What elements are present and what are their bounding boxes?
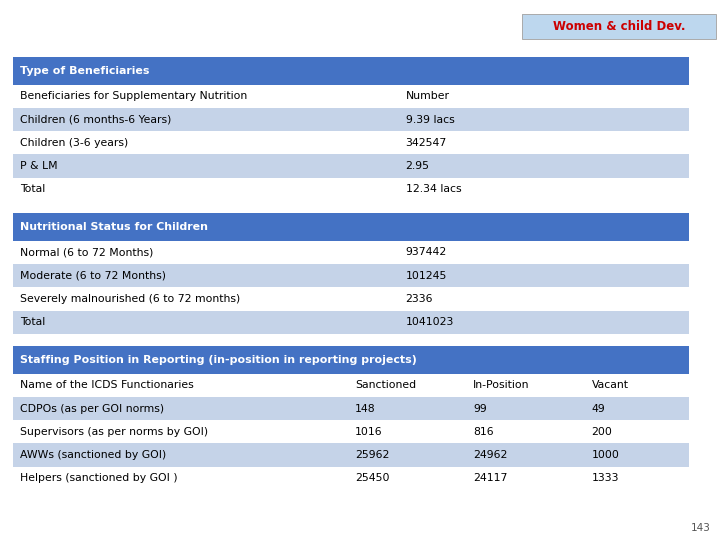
FancyBboxPatch shape xyxy=(13,467,689,490)
Text: 101245: 101245 xyxy=(405,271,447,281)
Text: Severely malnourished (6 to 72 months): Severely malnourished (6 to 72 months) xyxy=(20,294,240,304)
FancyBboxPatch shape xyxy=(13,420,689,443)
Text: 12.34 lacs: 12.34 lacs xyxy=(405,184,461,194)
FancyBboxPatch shape xyxy=(13,397,689,420)
Text: Moderate (6 to 72 Months): Moderate (6 to 72 Months) xyxy=(20,271,166,281)
FancyBboxPatch shape xyxy=(13,213,689,241)
Text: Women & child Dev.: Women & child Dev. xyxy=(553,20,685,33)
Text: 148: 148 xyxy=(355,403,375,414)
Text: 99: 99 xyxy=(473,403,487,414)
Text: Children (3-6 years): Children (3-6 years) xyxy=(20,138,128,148)
Text: 1016: 1016 xyxy=(355,427,382,437)
FancyBboxPatch shape xyxy=(13,310,689,334)
Text: 9.39 lacs: 9.39 lacs xyxy=(405,114,454,125)
Text: Staffing Position in Reporting (in-position in reporting projects): Staffing Position in Reporting (in-posit… xyxy=(20,355,417,365)
Text: In-Position: In-Position xyxy=(473,380,530,390)
Text: Helpers (sanctioned by GOI ): Helpers (sanctioned by GOI ) xyxy=(20,473,178,483)
Text: 816: 816 xyxy=(473,427,494,437)
Text: 143: 143 xyxy=(690,523,711,533)
Text: CDPOs (as per GOI norms): CDPOs (as per GOI norms) xyxy=(20,403,164,414)
Text: 1041023: 1041023 xyxy=(405,317,454,327)
FancyBboxPatch shape xyxy=(13,241,689,264)
FancyBboxPatch shape xyxy=(13,287,689,310)
FancyBboxPatch shape xyxy=(13,108,689,131)
Text: 24117: 24117 xyxy=(473,473,508,483)
Text: Children (6 months-6 Years): Children (6 months-6 Years) xyxy=(20,114,171,125)
Text: 25450: 25450 xyxy=(355,473,390,483)
Text: Normal (6 to 72 Months): Normal (6 to 72 Months) xyxy=(20,247,153,258)
FancyBboxPatch shape xyxy=(13,131,689,154)
FancyBboxPatch shape xyxy=(13,154,689,178)
Text: 2336: 2336 xyxy=(405,294,433,304)
Text: Total: Total xyxy=(20,317,45,327)
Text: 200: 200 xyxy=(591,427,612,437)
Text: Beneficiaries for Supplementary Nutrition: Beneficiaries for Supplementary Nutritio… xyxy=(20,91,248,102)
Text: 25962: 25962 xyxy=(355,450,390,460)
Text: Nutritional Status for Children: Nutritional Status for Children xyxy=(20,222,208,232)
Text: P & LM: P & LM xyxy=(20,161,58,171)
Text: 1333: 1333 xyxy=(591,473,619,483)
Text: Name of the ICDS Functionaries: Name of the ICDS Functionaries xyxy=(20,380,194,390)
Text: 2.95: 2.95 xyxy=(405,161,430,171)
FancyBboxPatch shape xyxy=(13,57,689,85)
FancyBboxPatch shape xyxy=(13,85,689,108)
Text: AWWs (sanctioned by GOI): AWWs (sanctioned by GOI) xyxy=(20,450,166,460)
Text: Type of Beneficiaries: Type of Beneficiaries xyxy=(20,66,150,76)
Text: 1000: 1000 xyxy=(591,450,619,460)
Text: Number: Number xyxy=(405,91,449,102)
Text: Supervisors (as per norms by GOI): Supervisors (as per norms by GOI) xyxy=(20,427,208,437)
FancyBboxPatch shape xyxy=(13,346,689,374)
FancyBboxPatch shape xyxy=(13,374,689,397)
FancyBboxPatch shape xyxy=(13,264,689,287)
Text: 937442: 937442 xyxy=(405,247,447,258)
Text: 24962: 24962 xyxy=(473,450,508,460)
FancyBboxPatch shape xyxy=(13,178,689,201)
Text: Total: Total xyxy=(20,184,45,194)
FancyBboxPatch shape xyxy=(13,443,689,467)
Text: 49: 49 xyxy=(591,403,606,414)
Text: Sanctioned: Sanctioned xyxy=(355,380,416,390)
FancyBboxPatch shape xyxy=(522,14,716,39)
Text: Vacant: Vacant xyxy=(591,380,629,390)
Text: 342547: 342547 xyxy=(405,138,447,148)
